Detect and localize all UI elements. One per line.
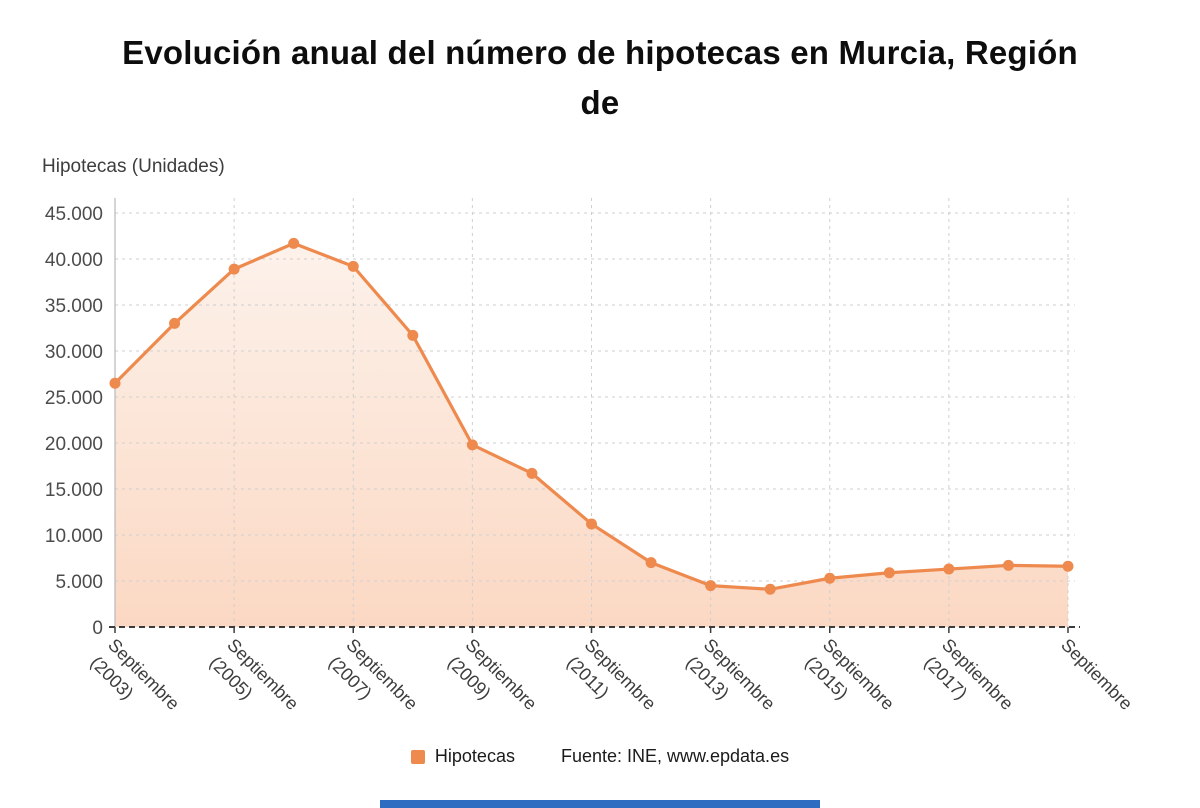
data-point-marker[interactable] xyxy=(1062,560,1074,572)
x-tick-label: Septiembre(2005) xyxy=(206,635,303,732)
source-attribution: Fuente: INE, www.epdata.es xyxy=(560,746,790,766)
y-axis-title: Hipotecas (Unidades) xyxy=(42,156,225,177)
x-tick-label: Septiembre(2015) xyxy=(801,635,898,732)
x-tick-label: Septiembre(2013) xyxy=(682,635,779,732)
y-tick-label: 35.000 xyxy=(45,296,103,317)
data-point-marker[interactable] xyxy=(526,467,538,479)
data-point-marker[interactable] xyxy=(288,237,300,249)
legend-item-hipotecas[interactable]: Hipotecas xyxy=(410,746,515,767)
x-tick-label: Septiembre(2003) xyxy=(86,635,183,732)
y-tick-label: 0 xyxy=(92,618,103,639)
data-point-marker[interactable] xyxy=(705,580,717,592)
chart-title-line-2: de xyxy=(580,84,620,121)
x-tick-label: Septiembre(2017) xyxy=(920,635,1017,732)
y-tick-label: 15.000 xyxy=(45,480,103,501)
y-tick-label: 10.000 xyxy=(45,526,103,547)
chart-title-line-1: Evolución anual del número de hipotecas … xyxy=(122,34,1078,71)
data-point-marker[interactable] xyxy=(1002,559,1014,571)
chart-title: Evolución anual del número de hipotecas … xyxy=(0,0,1200,128)
data-point-marker[interactable] xyxy=(764,583,776,595)
data-point-marker[interactable] xyxy=(228,263,240,275)
y-tick-label: 25.000 xyxy=(45,388,103,409)
data-point-marker[interactable] xyxy=(109,377,121,389)
legend-swatch-icon xyxy=(410,749,425,764)
data-point-marker[interactable] xyxy=(169,317,181,329)
data-point-marker[interactable] xyxy=(943,563,955,575)
x-tick-label: Septiembre(2011) xyxy=(563,635,660,732)
data-point-marker[interactable] xyxy=(466,439,478,451)
x-tick-label: Septiembre(2007) xyxy=(325,635,422,732)
x-tick-label: Septiembre xyxy=(1057,635,1136,714)
y-tick-label: 5.000 xyxy=(55,572,103,593)
data-point-marker[interactable] xyxy=(407,329,419,341)
gridlines xyxy=(114,198,1075,627)
legend-label: Hipotecas xyxy=(434,746,515,766)
footer-brand-bar xyxy=(380,800,820,808)
x-tick-label: Septiembre(2009) xyxy=(444,635,541,732)
data-point-marker[interactable] xyxy=(883,567,895,579)
legend: Hipotecas Fuente: INE, www.epdata.es xyxy=(0,746,1200,767)
data-point-marker[interactable] xyxy=(586,518,597,530)
y-tick-label: 40.000 xyxy=(45,250,103,271)
data-point-marker[interactable] xyxy=(645,557,657,569)
y-tick-label: 45.000 xyxy=(45,204,103,225)
data-point-marker[interactable] xyxy=(824,572,836,584)
y-tick-label: 20.000 xyxy=(45,434,103,455)
y-tick-label: 30.000 xyxy=(45,342,103,363)
data-point-marker[interactable] xyxy=(347,260,359,272)
